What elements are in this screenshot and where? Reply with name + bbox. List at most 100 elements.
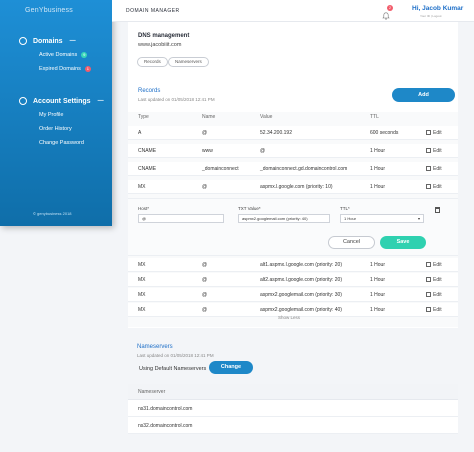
show-less-link[interactable]: Show Less — [278, 315, 301, 320]
sidebar-item-label: Active Domains — [39, 52, 78, 58]
edit-button[interactable]: Edit — [426, 184, 442, 190]
sidebar-item-active-domains[interactable]: Active Domains 9 — [39, 52, 88, 58]
nameservers-table: Nameserver ns31.domaincontrol.com ns32.d… — [128, 384, 458, 434]
column-header-value: Value — [260, 114, 273, 120]
trash-icon[interactable] — [435, 207, 440, 213]
sidebar-item-my-profile[interactable]: My Profile — [39, 112, 64, 118]
edit-label: Edit — [433, 277, 442, 283]
cell-name: @ — [202, 184, 208, 190]
table-row: MX @ aspmx2.googlemail.com (priority: 40… — [128, 303, 458, 317]
edit-button[interactable]: Edit — [426, 148, 442, 154]
domain-name: www.jacobiiit.com — [138, 42, 182, 48]
cell-value: alt2.aspmx.l.google.com (priority: 20) — [260, 277, 342, 283]
txt-value-label: TXT Value* — [238, 206, 261, 211]
cell-ttl: 1 Hour — [370, 184, 386, 190]
page-title: DOMAIN MANAGER — [126, 8, 180, 14]
record-edit-form: Host* @ TXT Value* aspmx2.googlemail.com… — [128, 198, 458, 256]
edit-label: Edit — [433, 130, 442, 136]
sidebar-item-order-history[interactable]: Order History — [39, 126, 72, 132]
table-row: MX @ alt2.aspmx.l.google.com (priority: … — [128, 273, 458, 287]
notification-count-badge: 2 — [387, 5, 393, 11]
ttl-label: TTL* — [340, 206, 350, 211]
bell-icon — [382, 12, 390, 20]
sidebar: GenYbusiness Domains — Active Domains 9 … — [0, 0, 112, 226]
table-row: A @ 52.34.200.192 600 seconds Edit — [128, 126, 458, 140]
header: DOMAIN MANAGER 2 Hi, Jacob Kumar Your ID… — [112, 0, 474, 22]
chevron-down-icon: ▾ — [417, 216, 420, 221]
cell-ttl: 1 Hour — [370, 292, 386, 298]
save-button[interactable]: Save — [380, 236, 426, 249]
change-nameservers-button[interactable]: Change — [209, 361, 253, 374]
edit-button[interactable]: Edit — [426, 277, 442, 283]
ttl-select[interactable]: 1 Hour ▾ — [340, 214, 424, 223]
cell-value: 52.34.200.192 — [260, 130, 292, 136]
column-header-ttl: TTL — [370, 114, 379, 120]
cell-name: _domainconnect — [202, 166, 239, 172]
table-row: ns32.domaincontrol.com — [128, 417, 458, 434]
edit-label: Edit — [433, 262, 442, 268]
add-record-button[interactable]: Add — [392, 88, 455, 102]
sidebar-section-account[interactable]: Account Settings — — [19, 97, 104, 105]
cell-type: MX — [138, 184, 146, 190]
edit-icon — [426, 307, 431, 312]
ttl-selected-value: 1 Hour — [344, 216, 357, 221]
edit-icon — [426, 184, 431, 189]
sidebar-item-label: Expired Domains — [39, 66, 81, 72]
sidebar-section-label: Domains — [33, 37, 63, 45]
notification-bell[interactable]: 2 — [382, 5, 393, 20]
cell-value: aspmx.l.google.com (priority: 10) — [260, 184, 333, 190]
cell-name: @ — [202, 277, 208, 283]
sidebar-section-domains[interactable]: Domains — — [19, 37, 76, 45]
nameservers-updated: Last updated on 01/05/2018 12:41 PM — [137, 353, 214, 358]
column-header-type: Type — [138, 114, 149, 120]
txt-value-input[interactable]: aspmx2.googlemail.com (priority: 40) — [238, 214, 330, 223]
column-header-nameserver: Nameserver — [128, 384, 458, 400]
status-badge: 9 — [81, 52, 88, 58]
cell-name: @ — [202, 307, 208, 313]
cell-ttl: 600 seconds — [370, 130, 399, 136]
edit-button[interactable]: Edit — [426, 262, 442, 268]
nameservers-status: Using Default Nameservers — [139, 366, 207, 372]
sidebar-item-expired-domains[interactable]: Expired Domains 1 — [39, 66, 91, 72]
table-row: CNAME _domainconnect _domainconnect.gd.d… — [128, 162, 458, 176]
edit-button[interactable]: Edit — [426, 166, 442, 172]
globe-icon — [19, 37, 27, 45]
edit-label: Edit — [433, 292, 442, 298]
cell-value: aspmx2.googlemail.com (priority: 30) — [260, 292, 342, 298]
host-label: Host* — [138, 206, 150, 211]
edit-label: Edit — [433, 307, 442, 313]
tab-nameservers[interactable]: Nameservers — [168, 57, 209, 67]
table-row: ns31.domaincontrol.com — [128, 400, 458, 417]
cell-ttl: 1 Hour — [370, 148, 386, 154]
cell-value: aspmx2.googlemail.com (priority: 40) — [260, 307, 342, 313]
table-row: MX @ aspmx.l.google.com (priority: 10) 1… — [128, 180, 458, 194]
nameservers-title: Nameservers — [137, 344, 173, 350]
records-updated: Last updated on 01/05/2018 12:41 PM — [138, 97, 215, 102]
cell-type: A — [138, 130, 142, 136]
edit-icon — [426, 148, 431, 153]
cell-name: www — [202, 148, 213, 154]
sidebar-footer: © genybusiness 2018 — [33, 211, 72, 216]
table-row: MX @ aspmx2.googlemail.com (priority: 30… — [128, 288, 458, 302]
cancel-button[interactable]: Cancel — [328, 236, 375, 249]
records-title: Records — [138, 88, 161, 94]
user-subtext[interactable]: Your ID | Logout — [420, 14, 442, 18]
edit-button[interactable]: Edit — [426, 307, 442, 313]
user-greeting[interactable]: Hi, Jacob Kumar — [412, 5, 464, 12]
column-header-name: Name — [202, 114, 216, 120]
edit-icon — [426, 130, 431, 135]
edit-icon — [426, 277, 431, 282]
table-row: CNAME www @ 1 Hour Edit — [128, 144, 458, 158]
edit-label: Edit — [433, 184, 442, 190]
dns-title: DNS management — [138, 33, 190, 39]
logo[interactable]: GenYbusiness — [25, 7, 73, 14]
table-row: MX @ alt1.aspmx.l.google.com (priority: … — [128, 258, 458, 272]
sidebar-item-change-password[interactable]: Change Password — [39, 140, 84, 146]
cell-name: @ — [202, 262, 208, 268]
edit-button[interactable]: Edit — [426, 292, 442, 298]
sidebar-section-label: Account Settings — [33, 97, 91, 105]
tab-records[interactable]: Records — [137, 57, 168, 67]
host-input[interactable]: @ — [138, 214, 224, 223]
edit-button[interactable]: Edit — [426, 130, 442, 136]
cell-type: MX — [138, 292, 146, 298]
